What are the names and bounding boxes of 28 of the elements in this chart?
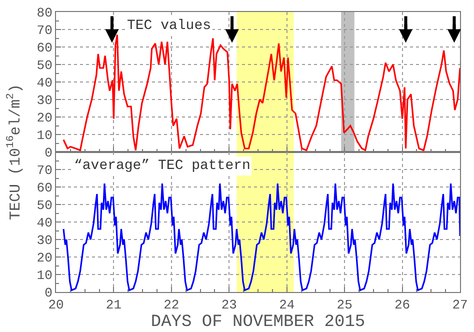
y-tick-label: 0 xyxy=(44,146,52,161)
annotation: “average” TEC pattern xyxy=(74,158,250,174)
x-tick-label: 21 xyxy=(106,298,122,313)
y-tick-label: 40 xyxy=(36,76,52,91)
y-tick-label: 80 xyxy=(36,6,52,21)
line-series xyxy=(62,182,460,292)
y-tick-label: 10 xyxy=(36,268,52,284)
y-tick-label: 50 xyxy=(36,198,52,214)
y-tick-label: 70 xyxy=(36,23,52,38)
annotation: TEC values xyxy=(127,18,212,34)
y-tick-label: 30 xyxy=(36,93,52,108)
y-tick-label: 20 xyxy=(36,110,52,126)
y-tick-label: 70 xyxy=(36,163,52,178)
x-tick-label: 23 xyxy=(221,298,237,313)
x-tick-label: 26 xyxy=(394,298,410,313)
y-tick-label: 10 xyxy=(36,128,52,144)
y-tick-label: 30 xyxy=(36,233,52,248)
x-tick-label: 25 xyxy=(336,298,352,313)
x-axis-title: DAYS OF NOVEMBER 2015 xyxy=(150,313,366,332)
y-tick-label: 50 xyxy=(36,58,52,74)
y-tick-label: 0 xyxy=(44,286,52,301)
x-tick-label: 22 xyxy=(164,298,180,313)
x-tick-label: 24 xyxy=(279,298,295,313)
x-tick-label: 27 xyxy=(452,298,468,313)
y-tick-label: 60 xyxy=(36,180,52,196)
y-tick-label: 60 xyxy=(36,40,52,56)
y-tick-label: 40 xyxy=(36,216,52,231)
y-tick-label: 20 xyxy=(36,250,52,266)
